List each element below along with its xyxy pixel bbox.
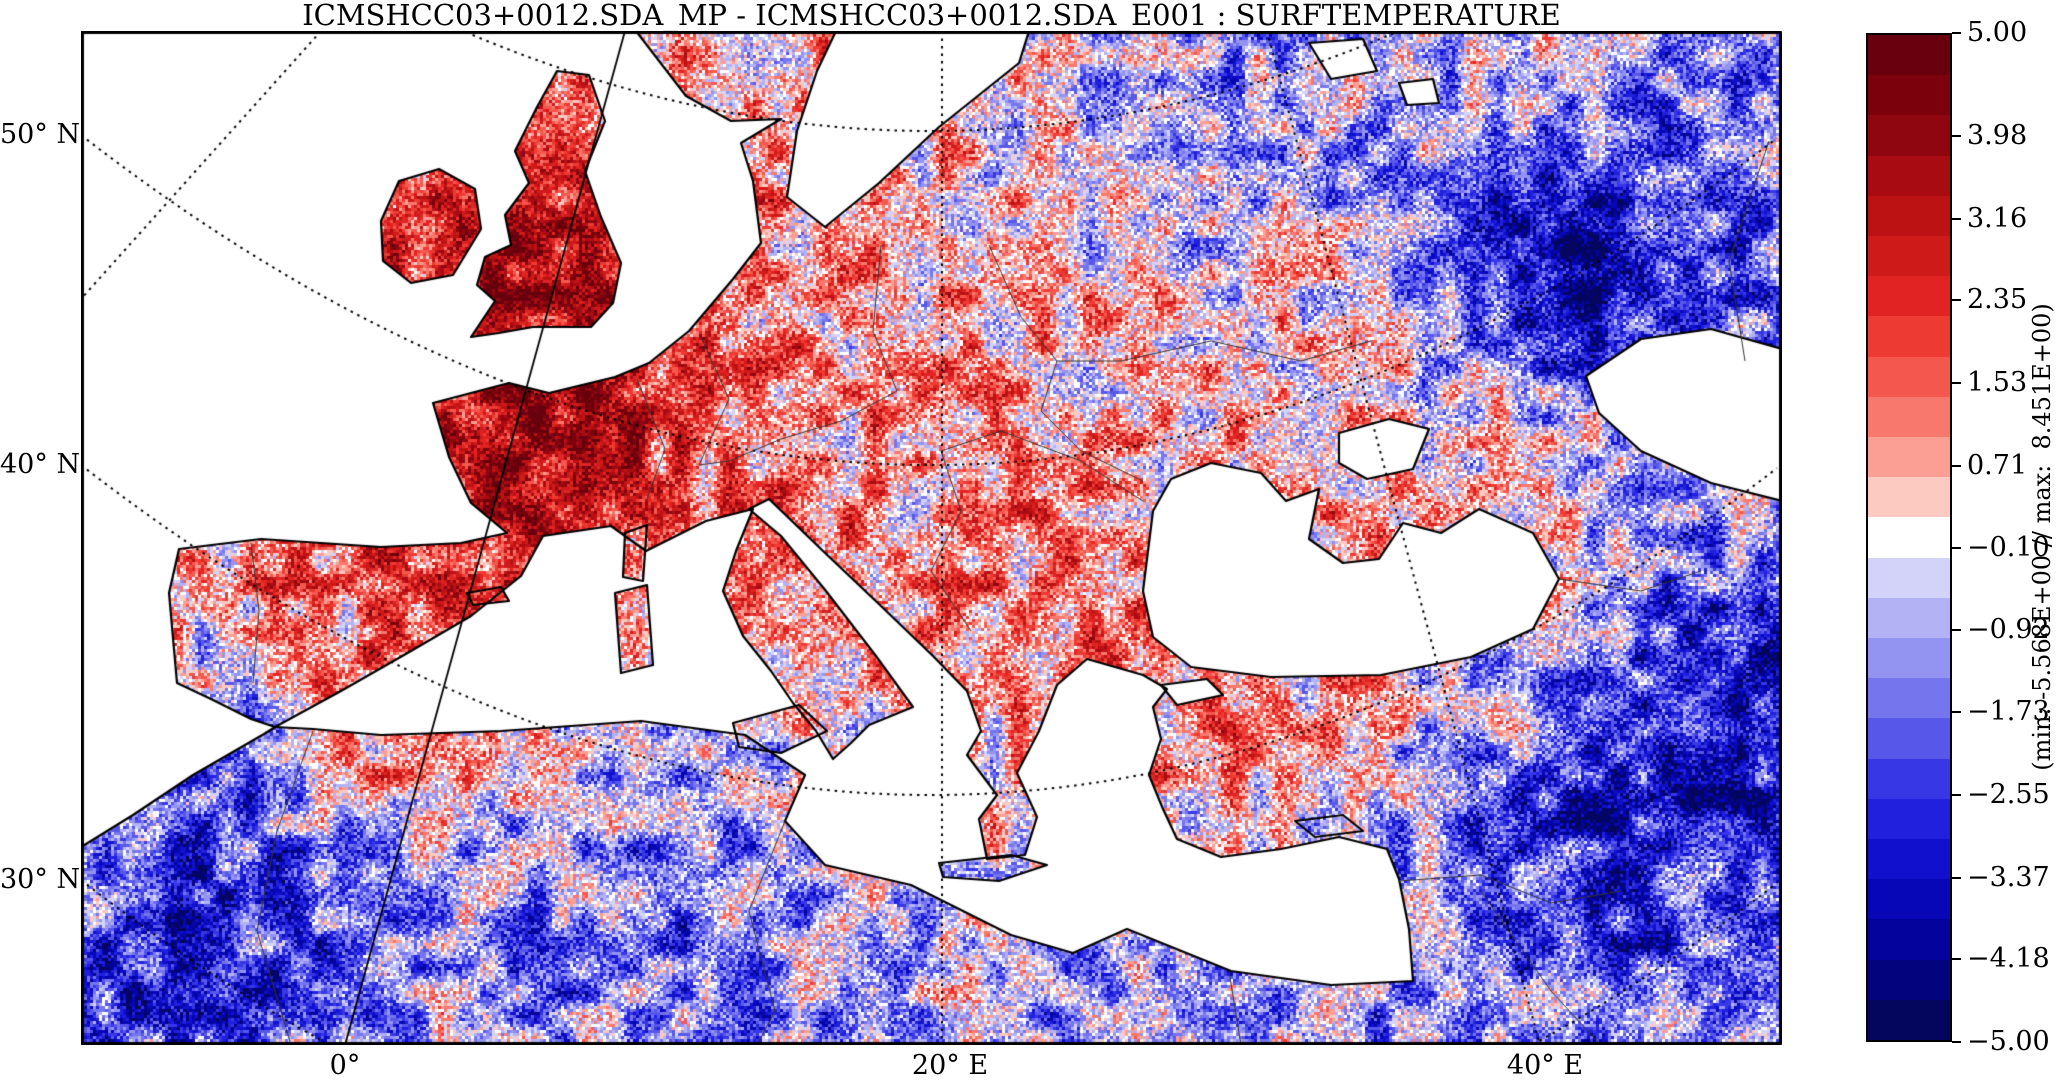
colorbar-segment	[1868, 839, 1950, 880]
lon-tick-0: 0°	[329, 1050, 361, 1081]
colorbar-range-label: (min: -5.568E+00 // max: 8.451E+00)	[2028, 303, 2056, 771]
colorbar-segment	[1868, 35, 1950, 76]
colorbar-segment	[1868, 437, 1950, 478]
colorbar-tickmark	[1952, 134, 1961, 137]
colorbar-segment	[1868, 477, 1950, 518]
colorbar-segment	[1868, 879, 1950, 920]
colorbar-segment	[1868, 798, 1950, 840]
colorbar-tick: 3.16	[1967, 202, 2028, 234]
lon-tick-40e: 40° E	[1506, 1050, 1584, 1081]
colorbar-tick: −1.73	[1967, 696, 2050, 728]
colorbar-tickmark	[1952, 382, 1961, 385]
colorbar-segment	[1868, 356, 1950, 397]
colorbar-segment	[1868, 999, 1950, 1041]
colorbar-tick: 2.35	[1967, 284, 2028, 316]
colorbar-tickmark	[1952, 546, 1961, 549]
map-plot-area	[81, 31, 1782, 1045]
colorbar-segment	[1868, 517, 1950, 558]
colorbar-tickmark	[1952, 629, 1961, 632]
colorbar-segment	[1868, 195, 1950, 237]
colorbar-tickmark	[1952, 217, 1961, 220]
colorbar-segment	[1868, 597, 1950, 639]
colorbar-segment	[1868, 316, 1950, 357]
colorbar-segment	[1868, 236, 1950, 277]
colorbar-segment	[1868, 718, 1950, 759]
lat-tick-30n: 30° N	[0, 864, 81, 895]
colorbar	[1866, 33, 1952, 1042]
colorbar-tickmark	[1952, 299, 1961, 302]
colorbar-segment	[1868, 75, 1950, 116]
colorbar-segment	[1868, 758, 1950, 799]
colorbar-tick: 1.53	[1967, 367, 2028, 399]
colorbar-segment	[1868, 115, 1950, 156]
colorbar-tickmark	[1952, 32, 1961, 34]
colorbar-tick: 3.98	[1967, 119, 2028, 151]
colorbar-tickmark	[1952, 793, 1961, 796]
colorbar-tick: −0.92	[1967, 614, 2050, 646]
plot-title: ICMSHCC03+0012.SDA_MP - ICMSHCC03+0012.S…	[302, 0, 1561, 32]
colorbar-tickmark	[1952, 464, 1961, 467]
colorbar-segment	[1868, 919, 1950, 960]
colorbar-segment	[1868, 557, 1950, 598]
colorbar-tickmark	[1952, 876, 1961, 879]
colorbar-tickmark	[1952, 1041, 1961, 1043]
colorbar-segment	[1868, 959, 1950, 1000]
colorbar-tick: −0.10	[1967, 531, 2050, 563]
lat-tick-40n: 40° N	[0, 449, 81, 480]
colorbar-tickmark	[1952, 711, 1961, 714]
colorbar-tick: −2.55	[1967, 778, 2050, 810]
colorbar-tick: 0.71	[1967, 449, 2028, 481]
colorbar-tick: −3.37	[1967, 861, 2050, 893]
colorbar-tick: −4.18	[1967, 943, 2050, 975]
colorbar-segment	[1868, 396, 1950, 438]
lon-tick-20e: 20° E	[911, 1050, 989, 1081]
colorbar-segment	[1868, 638, 1950, 679]
colorbar-segment	[1868, 276, 1950, 317]
colorbar-segment	[1868, 155, 1950, 196]
lat-tick-50n: 50° N	[0, 119, 81, 150]
colorbar-tick: −5.00	[1967, 1026, 2050, 1057]
colorbar-tick: 5.00	[1967, 17, 2028, 48]
colorbar-segment	[1868, 678, 1950, 719]
colorbar-tickmark	[1952, 958, 1961, 961]
